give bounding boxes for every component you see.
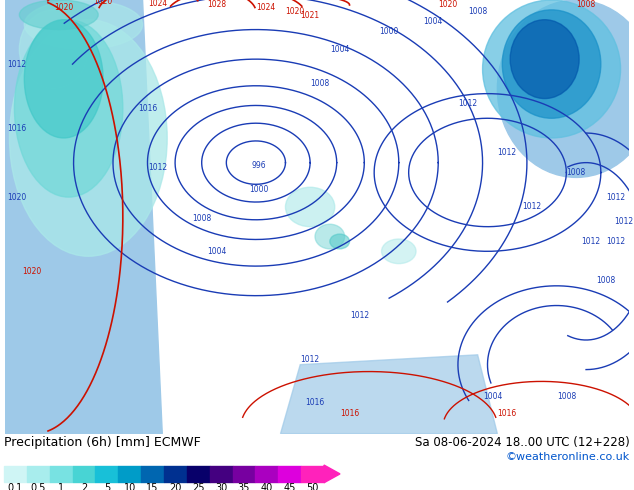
Text: 996: 996 (252, 161, 266, 170)
Bar (27, 466, 49, 482)
Text: 1012: 1012 (606, 237, 625, 246)
Ellipse shape (482, 0, 621, 138)
Text: 1012: 1012 (581, 237, 600, 246)
Bar (210, 466, 233, 482)
Text: 1: 1 (58, 483, 64, 490)
Ellipse shape (24, 0, 143, 49)
Text: 1012: 1012 (614, 217, 633, 226)
Ellipse shape (330, 234, 349, 249)
Text: 1020: 1020 (54, 3, 74, 12)
Polygon shape (4, 0, 162, 434)
Text: 1012: 1012 (7, 60, 26, 69)
Text: 15: 15 (146, 483, 158, 490)
Text: 1012: 1012 (498, 148, 517, 157)
Bar (256, 466, 278, 482)
Text: 1004: 1004 (207, 247, 226, 256)
Bar (72, 466, 96, 482)
Text: 1028: 1028 (207, 0, 226, 9)
Text: 1016: 1016 (7, 123, 26, 133)
Text: 50: 50 (306, 483, 319, 490)
FancyArrow shape (324, 465, 340, 483)
Text: 1008: 1008 (596, 276, 616, 285)
Text: Precipitation (6h) [mm] ECMWF: Precipitation (6h) [mm] ECMWF (4, 436, 201, 449)
Text: ©weatheronline.co.uk: ©weatheronline.co.uk (506, 452, 630, 462)
Text: 5: 5 (104, 483, 110, 490)
Bar (278, 466, 301, 482)
Ellipse shape (24, 20, 103, 138)
Bar (164, 466, 187, 482)
Ellipse shape (382, 239, 416, 264)
Ellipse shape (497, 0, 634, 177)
Text: 1016: 1016 (498, 410, 517, 418)
Text: 1020: 1020 (439, 0, 458, 9)
Text: 10: 10 (124, 483, 136, 490)
Ellipse shape (315, 224, 345, 249)
Text: 1020: 1020 (286, 7, 305, 16)
Text: 1016: 1016 (306, 397, 325, 407)
Text: 1012: 1012 (148, 163, 167, 172)
Text: 1008: 1008 (557, 392, 576, 401)
Text: 1004: 1004 (482, 392, 502, 401)
Bar (119, 466, 141, 482)
Text: 1012: 1012 (350, 311, 369, 320)
Text: 1016: 1016 (138, 104, 157, 113)
Text: 30: 30 (215, 483, 227, 490)
Text: 1024: 1024 (256, 3, 275, 12)
Bar (141, 466, 164, 482)
Text: 1016: 1016 (340, 410, 359, 418)
Text: 2: 2 (81, 483, 87, 490)
Text: 1021: 1021 (301, 11, 320, 20)
Bar (4, 466, 27, 482)
Ellipse shape (20, 10, 88, 89)
Text: 1012: 1012 (522, 202, 541, 212)
Text: 25: 25 (192, 483, 205, 490)
Bar (301, 466, 324, 482)
Bar (49, 466, 72, 482)
Text: 0.1: 0.1 (8, 483, 23, 490)
Text: 20: 20 (169, 483, 181, 490)
Text: 1008: 1008 (192, 214, 211, 223)
Text: 1020: 1020 (23, 267, 42, 275)
Text: 35: 35 (238, 483, 250, 490)
Text: 45: 45 (283, 483, 296, 490)
Text: 1020: 1020 (93, 0, 113, 6)
Ellipse shape (10, 20, 167, 256)
Text: 0.5: 0.5 (30, 483, 46, 490)
Text: 1004: 1004 (424, 17, 443, 26)
Text: 1020: 1020 (7, 193, 26, 201)
Ellipse shape (285, 187, 335, 227)
Bar (233, 466, 256, 482)
Polygon shape (280, 355, 497, 434)
Text: 1024: 1024 (148, 0, 167, 8)
Text: 1008: 1008 (468, 7, 488, 16)
Text: 40: 40 (261, 483, 273, 490)
Text: 1008: 1008 (567, 168, 586, 177)
Ellipse shape (510, 20, 579, 98)
Text: 1008: 1008 (310, 79, 330, 88)
Text: 1012: 1012 (458, 99, 477, 108)
Text: Sa 08-06-2024 18..00 UTC (12+228): Sa 08-06-2024 18..00 UTC (12+228) (415, 436, 630, 449)
Text: 1008: 1008 (576, 0, 596, 9)
Text: 1004: 1004 (330, 45, 349, 54)
Bar (187, 466, 210, 482)
Ellipse shape (502, 10, 601, 118)
Text: 1000: 1000 (249, 185, 269, 194)
Ellipse shape (20, 0, 98, 29)
Ellipse shape (15, 20, 123, 197)
Text: 1012: 1012 (606, 193, 625, 201)
Text: 1000: 1000 (379, 27, 399, 36)
Text: 1012: 1012 (301, 355, 320, 364)
Bar (96, 466, 119, 482)
